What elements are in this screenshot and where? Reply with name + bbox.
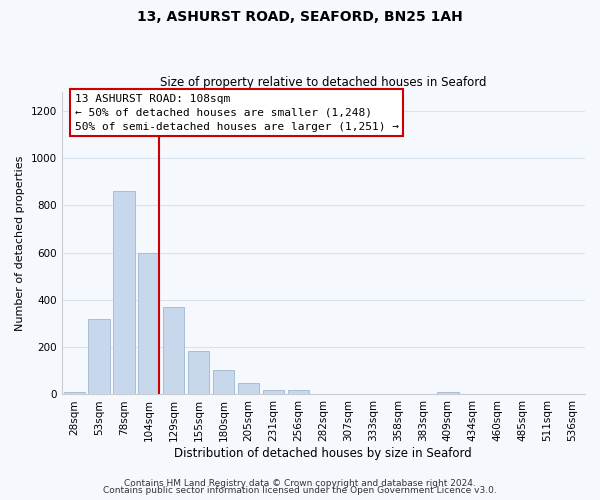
Bar <box>188 351 209 395</box>
Bar <box>88 319 110 394</box>
Text: 13 ASHURST ROAD: 108sqm
← 50% of detached houses are smaller (1,248)
50% of semi: 13 ASHURST ROAD: 108sqm ← 50% of detache… <box>75 94 399 132</box>
Y-axis label: Number of detached properties: Number of detached properties <box>15 156 25 331</box>
Bar <box>238 384 259 394</box>
Bar <box>263 390 284 394</box>
Text: Contains public sector information licensed under the Open Government Licence v3: Contains public sector information licen… <box>103 486 497 495</box>
Text: Contains HM Land Registry data © Crown copyright and database right 2024.: Contains HM Land Registry data © Crown c… <box>124 478 476 488</box>
Bar <box>288 390 309 394</box>
Bar <box>163 307 184 394</box>
Title: Size of property relative to detached houses in Seaford: Size of property relative to detached ho… <box>160 76 487 90</box>
Bar <box>437 392 458 394</box>
X-axis label: Distribution of detached houses by size in Seaford: Distribution of detached houses by size … <box>175 447 472 460</box>
Bar <box>64 392 85 394</box>
Bar <box>113 192 134 394</box>
Text: 13, ASHURST ROAD, SEAFORD, BN25 1AH: 13, ASHURST ROAD, SEAFORD, BN25 1AH <box>137 10 463 24</box>
Bar <box>213 370 234 394</box>
Bar <box>138 252 160 394</box>
